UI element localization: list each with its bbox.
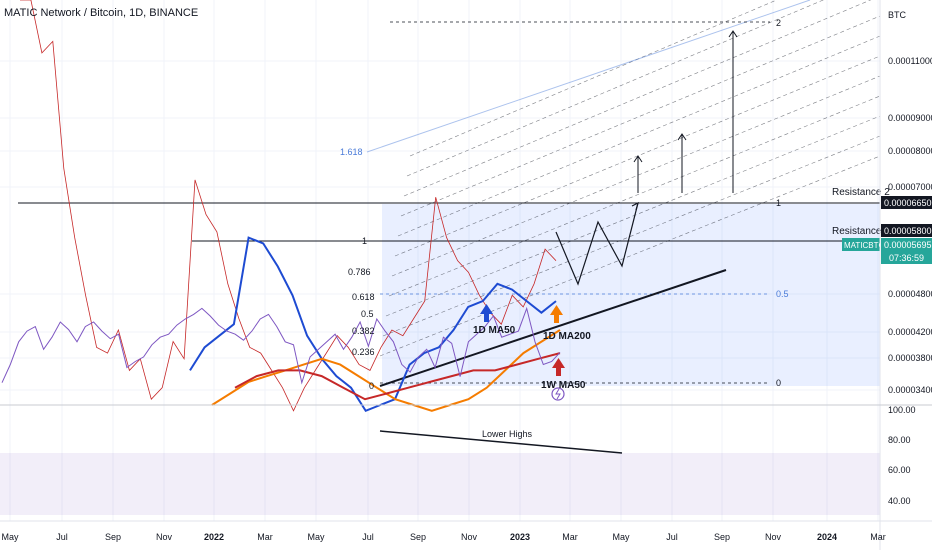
- channel-1-label: 1: [776, 198, 781, 208]
- currency-label: BTC: [888, 10, 907, 20]
- y-tick-label: 0.00004200: [888, 327, 932, 337]
- y-tick-label: 0.00004800: [888, 289, 932, 299]
- symbol-badge-text: MATICBTC: [844, 241, 885, 250]
- x-tick-label: Mar: [257, 532, 273, 542]
- channel-line: [409, 0, 778, 157]
- lower-highs-line: [379, 430, 623, 454]
- x-tick-label: Nov: [765, 532, 782, 542]
- x-tick-label: May: [1, 532, 19, 542]
- ma50-1d-series: [189, 236, 557, 413]
- fib-level-0618: 0.618: [352, 292, 375, 302]
- rsi-tick-label: 60.00: [888, 465, 911, 475]
- channel-0-label: 0: [776, 378, 781, 388]
- channel-line: [382, 135, 881, 337]
- x-tick-label: 2023: [510, 532, 530, 542]
- x-tick-label: Sep: [105, 532, 121, 542]
- fib-level-1: 1: [362, 236, 367, 246]
- x-tick-label: Sep: [410, 532, 426, 542]
- resistance-1-badge-text: 0.00005800: [884, 226, 932, 236]
- channel-line: [391, 75, 881, 277]
- fib-level-05: 0.5: [361, 309, 374, 319]
- x-tick-label: Jul: [666, 532, 678, 542]
- x-tick-label: 2022: [204, 532, 224, 542]
- x-tick-label: Mar: [870, 532, 886, 542]
- ma200-1d-label: 1D MA200: [543, 331, 591, 342]
- x-tick-label: May: [307, 532, 325, 542]
- current-price-text: 0.00005695: [884, 240, 932, 250]
- price-series: [20, 0, 557, 412]
- fib-1618-label: 1.618: [340, 147, 363, 157]
- channel-line: [403, 0, 872, 197]
- x-tick-label: 2024: [817, 532, 837, 542]
- chart-title: MATIC Network / Bitcoin, 1D, BINANCE: [4, 7, 198, 19]
- projection-arrowhead: [631, 201, 639, 211]
- channel-line: [400, 15, 881, 217]
- resistance-2-badge-text: 0.00006650: [884, 198, 932, 208]
- ma50-1d-label: 1D MA50: [473, 325, 516, 336]
- x-tick-label: Jul: [56, 532, 68, 542]
- fib-level-0: 0: [369, 381, 374, 391]
- resistance-1-badge: [881, 224, 932, 237]
- channel-line: [385, 115, 881, 317]
- rsi-tick-label: 40.00: [888, 496, 911, 506]
- y-tick-label: 0.00003800: [888, 353, 932, 363]
- ma50-1w-series: [234, 352, 561, 401]
- x-tick-label: Sep: [714, 532, 730, 542]
- x-axis-labels: May Jul Sep Nov 2022 Mar May Jul Sep Nov 2023 Mar Ma…: [1, 532, 885, 542]
- ma200-1d-arrow-icon: [550, 305, 563, 323]
- channel-line: [379, 155, 881, 357]
- lightning-icon: [551, 387, 565, 401]
- channel-line: [388, 95, 881, 297]
- resistance-2-badge: [881, 196, 932, 209]
- rsi-series: [1, 306, 561, 385]
- y-axis-labels: 0.00011000 0.00009000 0.00008000 0.00007000…: [888, 56, 932, 395]
- x-tick-label: Jul: [362, 532, 374, 542]
- y-tick-label: 0.00003400: [888, 385, 932, 395]
- channel-line: [406, 0, 825, 177]
- x-tick-label: Mar: [562, 532, 578, 542]
- fib-lines: [380, 21, 770, 384]
- fib-2-label: 2: [776, 18, 781, 28]
- current-price-badge: [881, 238, 932, 264]
- fib-level-0382: 0.382: [352, 326, 375, 336]
- ma50-1d-arrow-icon: [480, 304, 493, 322]
- x-tick-label: May: [612, 532, 630, 542]
- rsi-axis-labels: 100.00 80.00 60.00 40.00: [888, 405, 916, 506]
- rsi-tick-label: 80.00: [888, 435, 911, 445]
- y-tick-label: 0.00011000: [888, 56, 932, 66]
- symbol-badge: [842, 238, 880, 251]
- y-tick-label: 0.00008000: [888, 146, 932, 156]
- x-tick-label: Nov: [156, 532, 173, 542]
- countdown-text: 07:36:59: [889, 253, 924, 263]
- ma50-1w-arrow-icon: [552, 358, 565, 376]
- fib-level-0236: 0.236: [352, 347, 375, 357]
- projection-path: [555, 202, 639, 286]
- target-arrows: [633, 30, 738, 193]
- resistance-2-label: Resistance 2: [832, 187, 890, 198]
- rsi-band: [0, 453, 880, 515]
- channel-05-label: 0.5: [776, 289, 789, 299]
- y-tick-label: 0.00007000: [888, 182, 932, 192]
- support-trendline: [379, 269, 727, 387]
- fib-extension-line: [366, 0, 811, 153]
- resistance-1-label: Resistance 1: [832, 226, 890, 237]
- rsi-tick-label: 100.00: [888, 405, 916, 415]
- fib-level-0786: 0.786: [348, 267, 371, 277]
- lower-highs-label: Lower Highs: [482, 429, 533, 439]
- x-tick-label: Nov: [461, 532, 478, 542]
- ma50-1w-label: 1W MA50: [541, 380, 586, 391]
- y-tick-label: 0.00009000: [888, 113, 932, 123]
